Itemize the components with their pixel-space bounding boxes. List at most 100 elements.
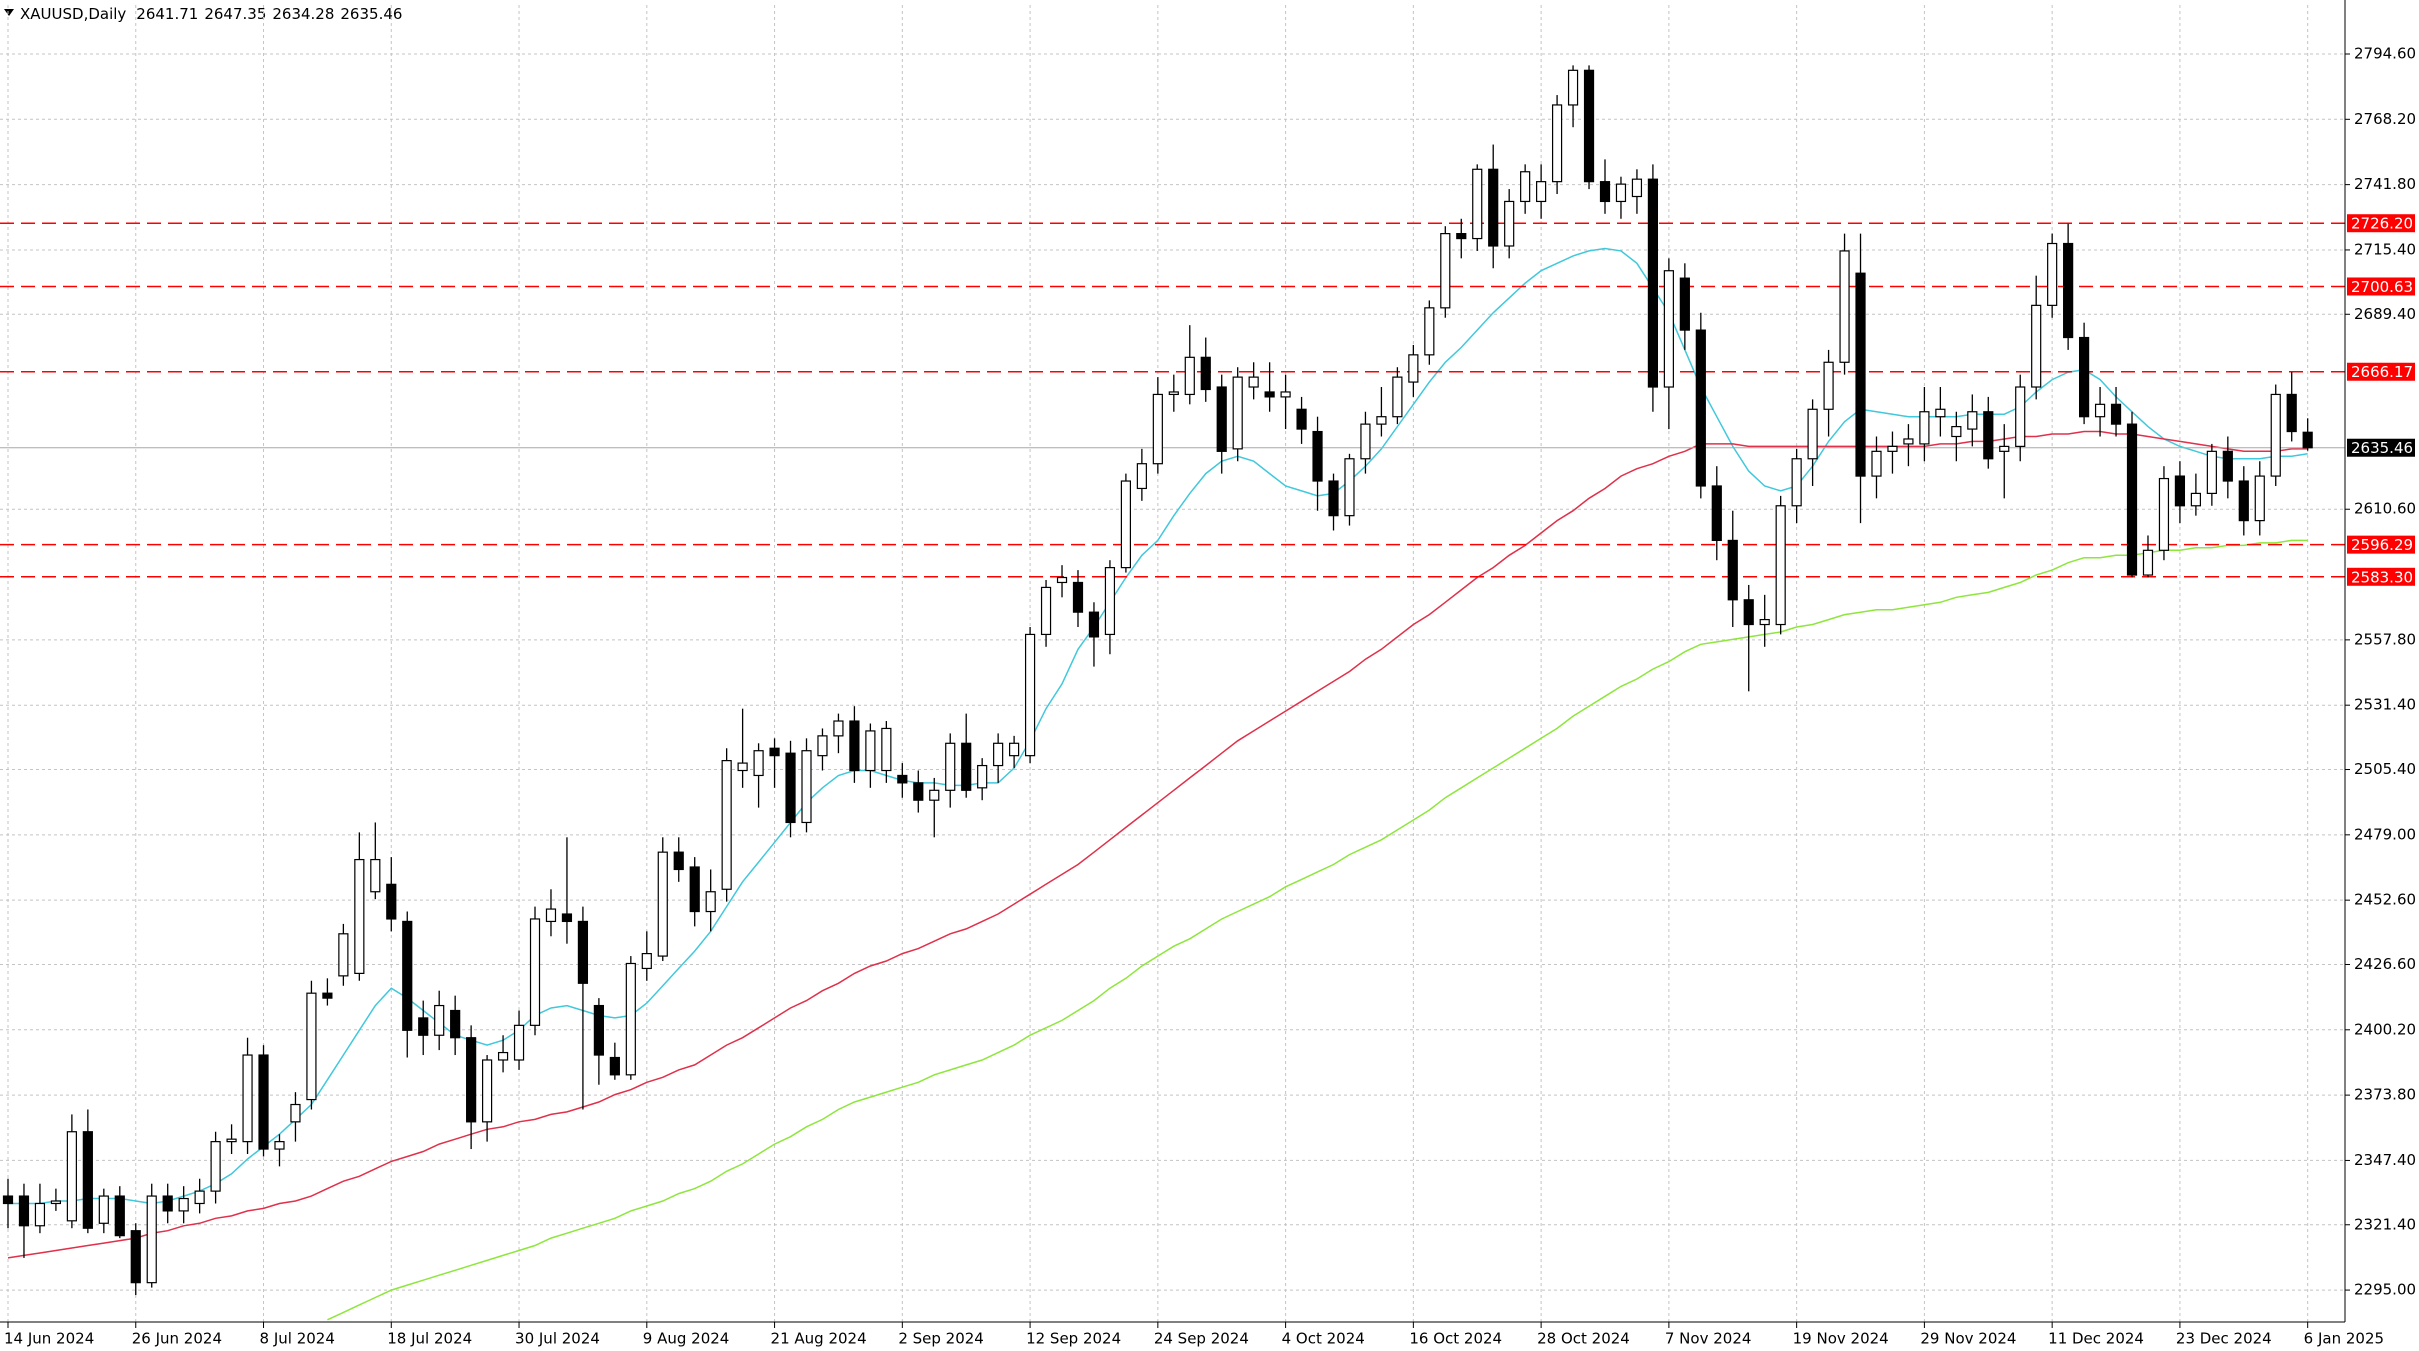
y-tick-label: 2479.00 — [2354, 825, 2416, 843]
chart-header: XAUUSD,Daily 2641.71 2647.35 2634.28 2635.46 — [20, 5, 402, 23]
candle-body — [1903, 438, 1914, 445]
candle-body — [242, 1054, 253, 1143]
levels — [0, 222, 2345, 578]
x-tick-label: 12 Sep 2024 — [1026, 1330, 1121, 1348]
candle-body — [1727, 539, 1738, 601]
candle-body — [2063, 242, 2074, 339]
level-label-box — [2347, 362, 2415, 381]
candle-body — [865, 730, 876, 772]
candle-body — [354, 858, 365, 974]
candle-body — [1232, 376, 1243, 450]
candle-body — [146, 1195, 157, 1284]
level-label-box — [2347, 535, 2415, 554]
candle-body — [929, 789, 940, 801]
candle-body — [689, 866, 700, 913]
candle-body — [1296, 408, 1307, 430]
candle-body — [593, 1004, 604, 1056]
candle-body — [1456, 233, 1467, 240]
candle-body — [561, 913, 573, 923]
y-tick-label: 2794.60 — [2354, 44, 2416, 62]
candle-body — [386, 883, 397, 920]
candle-body — [1520, 171, 1531, 203]
candle-body — [977, 764, 988, 789]
candle-body — [961, 742, 972, 791]
candle-body — [1823, 361, 1834, 410]
y-tick-label: 2347.40 — [2354, 1151, 2416, 1169]
candle-body — [1216, 386, 1227, 452]
x-tick-label: 24 Sep 2024 — [1154, 1330, 1249, 1348]
candle-body — [545, 908, 557, 923]
x-tick-label: 19 Nov 2024 — [1793, 1330, 1889, 1348]
candle-body — [705, 891, 716, 913]
candle-body — [609, 1056, 620, 1076]
candle-body — [2238, 480, 2249, 522]
menu-arrow[interactable] — [4, 9, 14, 16]
candle-body — [1743, 599, 1754, 626]
candle-body — [673, 851, 684, 871]
candle-body — [258, 1054, 269, 1150]
candle-body — [945, 742, 956, 791]
y-tick-label: 2426.60 — [2354, 955, 2416, 973]
candle-body — [1647, 178, 1659, 388]
price-label: 2635.46 — [2351, 439, 2413, 457]
candle-body — [2174, 475, 2186, 507]
candle-body — [130, 1230, 141, 1284]
candle-body — [721, 760, 732, 890]
moving-average — [327, 539, 2308, 1321]
candle-body — [1488, 168, 1499, 247]
x-tick-label: 23 Dec 2024 — [2176, 1330, 2272, 1348]
candle-body — [625, 962, 636, 1076]
x-tick-label: 6 Jan 2025 — [2304, 1330, 2384, 1348]
candle-body — [1999, 445, 2010, 452]
candle-body — [1536, 181, 1547, 203]
candle-body — [402, 920, 413, 1031]
candle-body — [1983, 411, 1994, 460]
candle-body — [1344, 458, 1355, 517]
candle-body — [1392, 376, 1403, 418]
candle-body — [1168, 391, 1179, 396]
candle-body — [1663, 270, 1674, 388]
candle-body — [1104, 567, 1116, 636]
candle-body — [577, 920, 589, 984]
candle-body — [2031, 304, 2042, 388]
x-tick-label: 18 Jul 2024 — [387, 1330, 472, 1348]
y-tick-label: 2373.80 — [2354, 1086, 2416, 1104]
y-tick-label: 2505.40 — [2354, 760, 2416, 778]
x-tick-label: 4 Oct 2024 — [1282, 1330, 1365, 1348]
level-label: 2583.30 — [2351, 568, 2413, 586]
candle-body — [2142, 549, 2154, 576]
candle-body — [785, 752, 796, 824]
candle-body — [1775, 505, 1786, 626]
candle-body — [2302, 431, 2313, 449]
candles — [2, 65, 2313, 1296]
candle-body — [2270, 393, 2281, 477]
level-label-box — [2347, 567, 2415, 586]
candle-body — [1056, 576, 1068, 584]
candle-body — [753, 750, 764, 777]
level-label-box — [2347, 214, 2415, 233]
candle-body — [1919, 411, 1930, 445]
x-tick-label: 14 Jun 2024 — [4, 1330, 94, 1348]
candle-body — [34, 1202, 46, 1227]
candle-body — [1472, 168, 1483, 240]
candle-body — [466, 1037, 477, 1123]
candle-body — [1695, 329, 1706, 487]
candle-body — [769, 747, 780, 757]
candle-body — [817, 735, 828, 757]
y-tick-label: 2715.40 — [2354, 240, 2416, 258]
candle-body — [2206, 450, 2217, 495]
candle-body — [897, 774, 908, 784]
candle-body — [194, 1190, 205, 1205]
candle-body — [2110, 403, 2122, 425]
candle-body — [2079, 336, 2090, 418]
candle-body — [2286, 393, 2297, 433]
candle-body — [50, 1200, 62, 1205]
candle-body — [1408, 354, 1419, 383]
candle-body — [529, 918, 541, 1026]
candle-body — [641, 952, 652, 970]
candle-body — [1280, 391, 1291, 398]
candle-body — [82, 1131, 93, 1229]
